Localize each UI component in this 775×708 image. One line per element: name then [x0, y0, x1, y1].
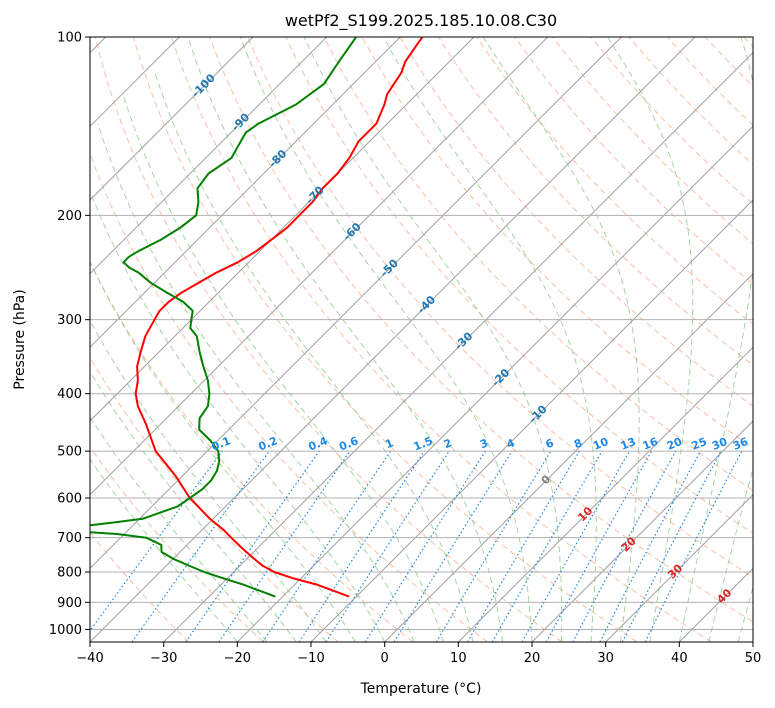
mixing-ratio-line: [491, 450, 603, 642]
x-tick-label: 0: [381, 651, 389, 666]
y-tick-label: 600: [57, 492, 82, 507]
y-tick-label: 500: [57, 445, 82, 460]
y-tick-label: 100: [57, 31, 82, 46]
isotherm-line: [531, 420, 753, 642]
moist-adiabat-line: [90, 370, 297, 642]
mixing-ratio-line: [393, 450, 513, 642]
isotherm-line: [605, 493, 753, 642]
moist-adiabat-line: [187, 37, 503, 642]
axes: −40 −30 −20 −10 0 10 20 30 40 50 100 200 300 400 500 60…: [49, 31, 761, 667]
x-axis-label: Temperature (°C): [360, 681, 482, 697]
mixing-ratio-label: 1: [383, 436, 395, 451]
isotherm-line: [384, 272, 753, 642]
mixing-ratio-line: [218, 450, 351, 642]
y-tick-label: 400: [57, 387, 82, 402]
y-tick-label: 700: [57, 531, 82, 546]
mixing-ratio-label: 20: [665, 435, 684, 453]
mixing-ratio-line: [435, 450, 552, 642]
isotherm-line: [163, 51, 753, 642]
mixing-ratio-label: 8: [572, 436, 584, 451]
mixing-ratio-label: 3: [478, 436, 490, 451]
moist-adiabat-line: [90, 319, 327, 642]
mixing-ratio-line: [325, 450, 450, 642]
dry-adiabat-line: [209, 37, 753, 623]
mixing-ratio-label: 13: [619, 435, 638, 453]
x-tick-label: −20: [224, 651, 251, 666]
plot-frame: [89, 36, 754, 643]
mixing-ratio-line: [185, 450, 320, 642]
x-tick-label: 40: [671, 651, 688, 666]
x-tick-label: 10: [450, 651, 467, 666]
dewpoint-profile-line: [90, 37, 357, 598]
moist-adiabat-line: [303, 37, 563, 642]
profile-lines: [90, 37, 424, 598]
mixing-ratio-label: 2: [442, 436, 454, 451]
isotherm-line: [90, 37, 549, 496]
moist-adiabat-line: [90, 416, 268, 642]
mixing-ratio-label: 16: [641, 435, 660, 453]
dry-adiabat-line: [514, 37, 753, 285]
mixing-ratio-line: [90, 450, 223, 632]
temperature-profile-line: [134, 37, 424, 598]
isotherm-line: [310, 199, 753, 642]
dry-adiabat-line: [90, 260, 414, 642]
dry-adiabat-line: [628, 37, 753, 166]
dry-adiabat-line: [247, 37, 753, 578]
dry-adiabat-line: [323, 37, 753, 491]
mixing-ratio-line: [521, 450, 631, 642]
y-tick-label: 800: [57, 566, 82, 581]
isotherm-line: [90, 37, 475, 422]
x-tick-label: 50: [745, 651, 762, 666]
x-tick-label: −10: [297, 651, 324, 666]
mixing-ratio-label: 36: [731, 435, 750, 453]
isotherm-line: [90, 37, 254, 201]
moist-adiabat-line: [239, 37, 533, 642]
isotherm-line: [90, 37, 622, 570]
moist-adiabat-line: [383, 37, 597, 642]
moist-adiabat-line: [122, 94, 445, 642]
dry-adiabat-line: [399, 37, 753, 407]
moist-adiabat-line: [482, 37, 640, 642]
isotherm-line: [457, 346, 753, 642]
mixing-ratio-line: [364, 450, 486, 642]
background-lines: [90, 37, 753, 642]
isotherm-line: [90, 37, 696, 642]
dry-adiabat-line: [90, 446, 264, 642]
x-tick-label: −30: [150, 651, 177, 666]
y-tick-label: 200: [57, 209, 82, 224]
mixing-ratio-line: [545, 450, 653, 642]
dry-adiabat-line: [476, 37, 753, 325]
y-tick-label: 1000: [49, 623, 82, 638]
moist-adiabat-line: [97, 123, 415, 642]
moist-adiabat-line: [737, 585, 753, 642]
mixing-ratio-label: 10: [591, 435, 610, 453]
isotherm-line: [90, 37, 401, 349]
mixing-ratio-label: 25: [690, 435, 709, 453]
x-tick-label: −40: [76, 651, 103, 666]
moist-adiabat-line: [607, 37, 694, 642]
isotherm-line: [90, 37, 328, 275]
x-tick-label: 30: [597, 651, 614, 666]
dry-adiabat-line: [94, 37, 563, 642]
dry-adiabat-line: [132, 37, 638, 642]
moist-adiabat-line: [678, 37, 753, 642]
moist-adiabat-line: [154, 72, 474, 642]
chart-title: wetPf2_S199.2025.185.10.08.C30: [285, 11, 557, 31]
moist-adiabat-line: [708, 466, 753, 642]
x-tick-label: 20: [524, 651, 541, 666]
y-tick-label: 300: [57, 313, 82, 328]
y-tick-label: 900: [57, 596, 82, 611]
mixing-ratio-line: [131, 450, 270, 642]
mixing-ratio-label: 30: [710, 435, 729, 453]
mixing-ratio-line: [466, 450, 580, 642]
mixing-ratio-line: [572, 450, 677, 642]
y-axis-label: Pressure (hPa): [12, 289, 28, 389]
isotherm-line: [236, 125, 753, 642]
moist-adiabat-line: [90, 260, 356, 642]
